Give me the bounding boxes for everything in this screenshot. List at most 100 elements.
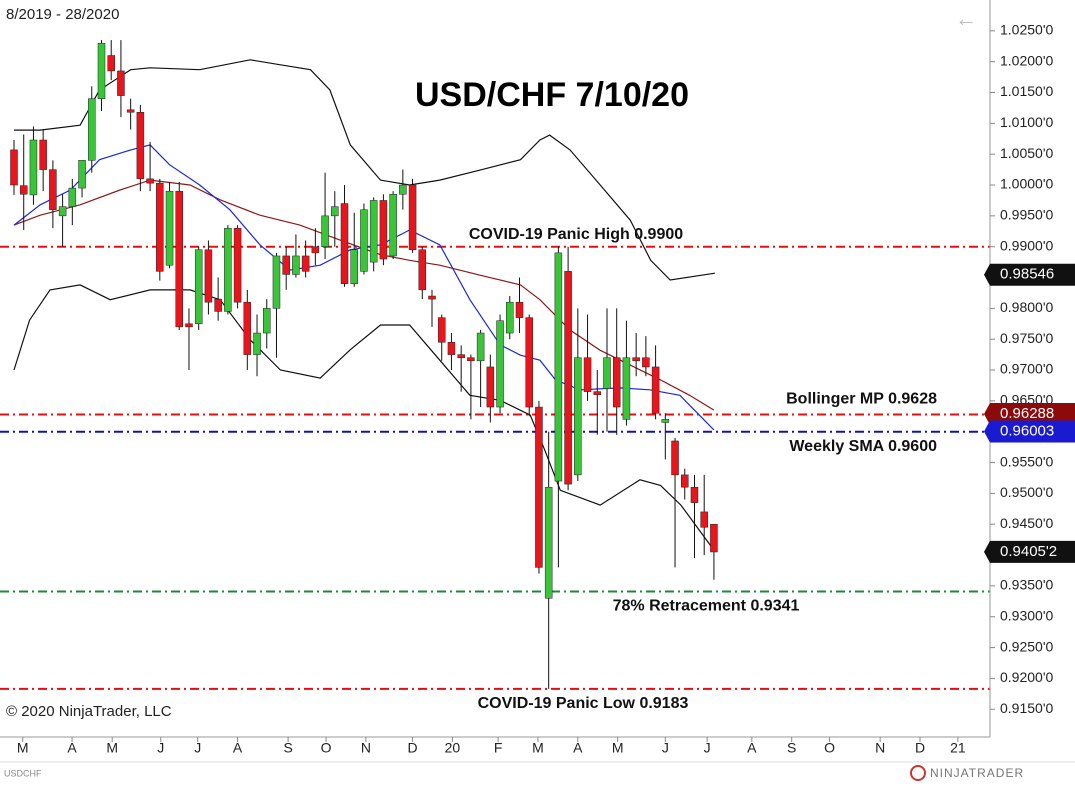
candle-body	[136, 111, 145, 180]
candle-body	[574, 357, 582, 476]
candle-body	[175, 190, 184, 328]
y-tick-label: 0.9700'0	[1000, 361, 1053, 377]
price-tag	[984, 420, 1075, 443]
candle-body	[564, 271, 572, 485]
brand: NINJATRADER	[930, 766, 1024, 780]
candle-body	[331, 206, 339, 217]
candle-body	[107, 55, 115, 72]
candle-body	[476, 332, 485, 362]
x-tick-label: 21	[950, 740, 966, 756]
candle-body	[428, 295, 436, 300]
symbol: USDCHF	[4, 768, 42, 778]
candle-body	[126, 109, 135, 113]
x-tick-label: F	[494, 740, 503, 756]
candle-body	[447, 342, 456, 355]
candle-body	[233, 227, 242, 303]
price-tag-label: 0.9405'2	[1000, 543, 1057, 560]
candle-body	[710, 523, 718, 553]
price-tag	[984, 263, 1075, 286]
candle-body	[29, 139, 38, 196]
y-tick-label: 0.9550'0	[1000, 453, 1053, 469]
x-tick-label: A	[233, 740, 243, 756]
x-tick-label: N	[361, 740, 371, 756]
candle-body	[651, 366, 660, 414]
y-tick-label: 1.0100'0	[1000, 114, 1053, 130]
candle-body	[593, 391, 602, 395]
candle-body	[603, 357, 611, 389]
candle-body	[700, 511, 708, 528]
x-tick-label: M	[532, 740, 544, 756]
overlay-line	[13, 284, 715, 551]
chart-title: USD/CHF 7/10/20	[415, 76, 689, 114]
price-tag-label: 0.96288	[1000, 405, 1054, 422]
candle-body	[68, 187, 77, 207]
candle-body	[292, 255, 300, 275]
x-tick-label: D	[408, 740, 418, 756]
candle-body	[408, 184, 417, 251]
back-arrow[interactable]: ←	[955, 6, 977, 31]
x-tick-label: O	[321, 740, 332, 756]
candle-body	[661, 419, 670, 423]
candle-body	[612, 357, 621, 408]
candle-body	[379, 200, 388, 260]
candle-body	[525, 317, 533, 408]
candle-body	[554, 252, 563, 482]
y-tick-label: 0.9350'0	[1000, 577, 1053, 593]
candle-body	[535, 406, 543, 568]
copyright: © 2020 NinjaTrader, LLC	[6, 703, 172, 720]
candle-body	[39, 139, 47, 170]
y-tick-label: 1.0200'0	[1000, 52, 1053, 68]
candle-body	[214, 298, 222, 312]
date-range: 8/2019 - 28/2020	[6, 6, 119, 23]
candle-body	[165, 190, 174, 266]
y-tick-label: 0.9950'0	[1000, 207, 1053, 223]
candle-body	[49, 169, 57, 210]
y-tick-label: 1.0000'0	[1000, 176, 1053, 192]
x-tick-label: J	[157, 740, 164, 756]
candle-body	[467, 357, 475, 362]
x-tick-label: S	[787, 740, 796, 756]
candle-body	[622, 357, 631, 420]
x-tick-label: A	[573, 740, 583, 756]
candle-body	[88, 98, 96, 161]
candle-body	[437, 317, 446, 343]
y-tick-label: 0.9750'0	[1000, 330, 1053, 346]
candle-body	[690, 486, 699, 503]
candle-body	[369, 200, 378, 263]
candle-body	[146, 178, 154, 184]
level-label: Weekly SMA 0.9600	[789, 438, 937, 455]
candle-body	[632, 357, 640, 362]
plot-layer	[0, 245, 990, 690]
candle-body	[642, 357, 650, 368]
level-label: Bollinger MP 0.9628	[786, 391, 937, 408]
candle-body	[583, 357, 592, 392]
candle-body	[389, 194, 397, 257]
candle-body	[243, 301, 252, 355]
candle-body	[360, 209, 368, 272]
candle-body	[224, 227, 232, 312]
candle-body	[194, 249, 203, 325]
candle-body	[19, 185, 28, 195]
y-tick-label: 0.9900'0	[1000, 237, 1053, 253]
level-label: 78% Retracement 0.9341	[613, 598, 800, 615]
candle-body	[301, 255, 310, 272]
x-tick-label: 20	[445, 740, 461, 756]
price-tag	[984, 402, 1075, 425]
x-tick-label: A	[747, 740, 757, 756]
candle-body	[321, 215, 329, 247]
candle-body	[97, 42, 106, 99]
candle-body	[117, 70, 125, 96]
y-tick-label: 1.0250'0	[1000, 22, 1053, 38]
candle-body	[340, 203, 349, 284]
y-tick-label: 0.9150'0	[1000, 700, 1053, 716]
x-tick-label: A	[67, 740, 77, 756]
candle-body	[282, 255, 290, 275]
y-tick-label: 0.9300'0	[1000, 607, 1053, 623]
y-tick-label: 0.9450'0	[1000, 515, 1053, 531]
candle-body	[253, 332, 261, 355]
level-label: COVID-19 Panic Low 0.9183	[478, 695, 689, 712]
candle-body	[671, 440, 679, 476]
price-tag-label: 0.98546	[1000, 266, 1054, 283]
